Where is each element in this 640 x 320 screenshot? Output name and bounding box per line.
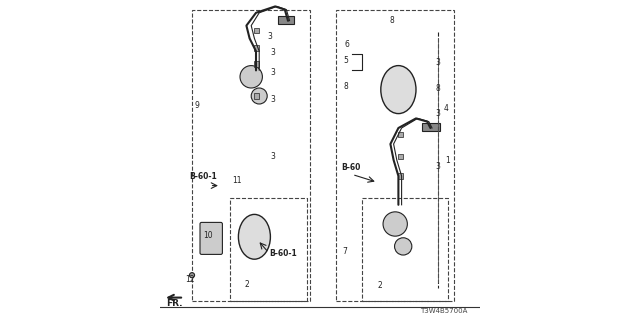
Ellipse shape [381,66,416,114]
Circle shape [251,88,268,104]
Bar [398,154,403,159]
Text: 1: 1 [445,156,449,164]
Text: 6: 6 [345,40,350,49]
Text: 3: 3 [270,95,275,104]
Text: 8: 8 [390,16,394,25]
Bar [398,132,403,137]
Text: 8: 8 [343,82,348,91]
Text: B-60-1: B-60-1 [189,172,216,181]
Bar [398,173,403,179]
Text: B-60: B-60 [340,163,360,172]
Text: 4: 4 [443,104,448,113]
Text: 10: 10 [204,231,213,240]
Text: B-60-1: B-60-1 [269,249,296,258]
Bar [278,16,294,24]
Text: FR.: FR. [166,299,182,308]
Text: 3: 3 [270,48,275,57]
Ellipse shape [238,214,270,259]
Text: 9: 9 [195,101,200,110]
Bar [254,61,259,67]
Text: 8: 8 [435,84,440,92]
Bar [254,45,259,51]
Circle shape [240,66,262,88]
Bar [254,28,259,33]
Bar [362,198,448,301]
Text: 3: 3 [270,68,275,76]
Text: 3: 3 [270,152,275,161]
Text: 3: 3 [268,32,272,41]
Circle shape [189,273,195,278]
Text: 12: 12 [186,276,195,284]
Circle shape [383,212,408,236]
Text: 2: 2 [378,281,382,290]
Bar [336,10,454,301]
Text: 7: 7 [342,247,348,256]
Text: 11: 11 [232,176,241,185]
Bar [230,198,307,301]
Bar [192,10,310,301]
Circle shape [394,238,412,255]
Text: 3: 3 [435,162,440,171]
Text: 5: 5 [343,56,348,65]
Bar [422,123,440,131]
Text: 3: 3 [435,58,440,67]
Bar [254,93,259,99]
Text: 2: 2 [245,280,250,289]
FancyBboxPatch shape [200,222,223,254]
Text: T3W4B5700A: T3W4B5700A [420,308,467,314]
Text: 3: 3 [435,109,440,118]
